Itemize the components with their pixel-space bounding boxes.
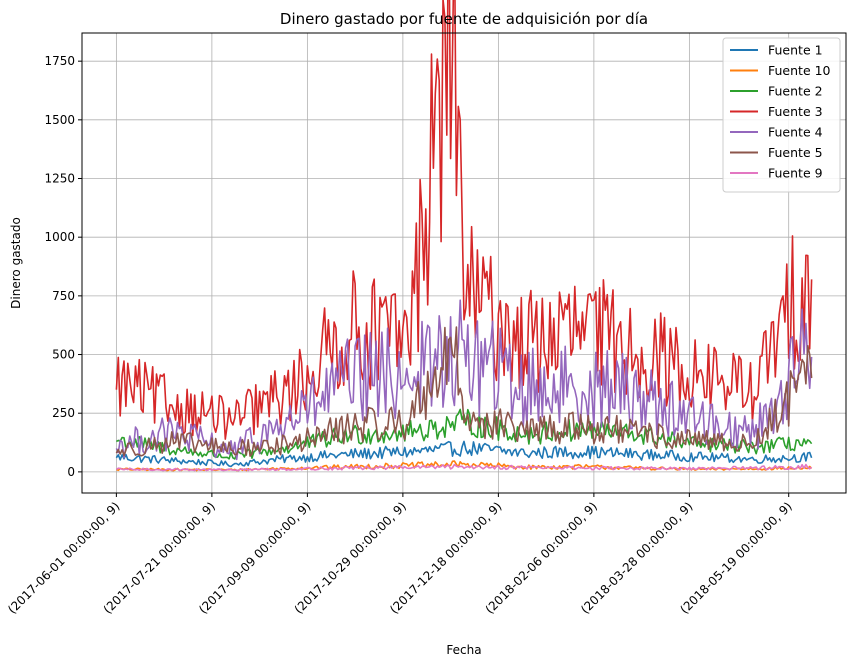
y-axis: 0 250 500 750 1000 1250 1500 1750 — [44, 54, 82, 479]
y-tick-label: 1750 — [44, 54, 75, 68]
legend-label: Fuente 1 — [768, 43, 823, 58]
legend-label: Fuente 4 — [768, 125, 823, 140]
axes-frame — [81, 32, 847, 494]
y-axis-label: Dinero gastado — [9, 217, 23, 309]
x-axis-label: Fecha — [446, 643, 481, 657]
series-line-fuente-1 — [115, 440, 813, 468]
series-line-fuente-9 — [115, 463, 813, 472]
y-tick-label: 500 — [52, 348, 75, 362]
series-line-fuente-4 — [115, 299, 813, 461]
legend-label: Fuente 10 — [768, 63, 831, 78]
legend: Fuente 1 Fuente 10 Fuente 2 Fuente 3 Fuente … — [722, 37, 841, 193]
chart-title: Dinero gastado por fuente de adquisición… — [280, 10, 648, 28]
y-tick-label: 1000 — [44, 230, 75, 244]
y-tick-label: 250 — [52, 406, 75, 420]
y-tick-label: 1500 — [44, 113, 75, 127]
series-line-fuente-3 — [115, 0, 813, 440]
legend-label: Fuente 5 — [768, 145, 823, 160]
y-tick-label: 750 — [52, 289, 75, 303]
legend-label: Fuente 2 — [768, 84, 823, 99]
legend-label: Fuente 9 — [768, 166, 823, 181]
y-tick-label: 1250 — [44, 172, 75, 186]
plot-area — [115, 0, 813, 472]
y-tick-label: 0 — [67, 465, 75, 479]
legend-label: Fuente 3 — [768, 104, 823, 119]
series-line-fuente-5 — [115, 326, 813, 457]
